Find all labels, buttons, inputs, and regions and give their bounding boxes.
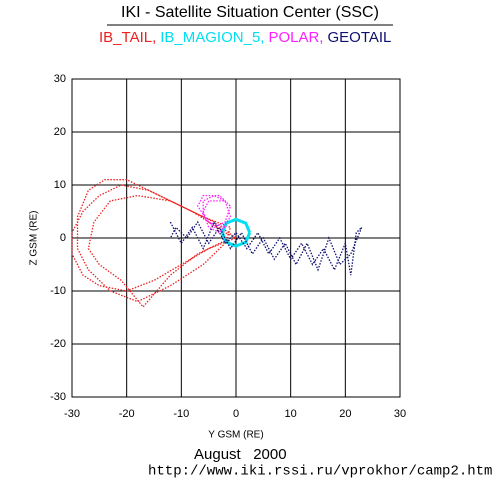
- y-tick-label: 20: [54, 126, 66, 138]
- legend-entry: GEOTAIL: [327, 29, 391, 46]
- y-tick-label: 10: [54, 179, 66, 191]
- y-tick-label: 0: [60, 232, 66, 244]
- legend-entry: IB_MAGION_5,: [160, 29, 264, 46]
- x-tick-label: -30: [64, 408, 80, 420]
- y-tick-label: -20: [50, 338, 66, 350]
- legend-entry: POLAR,: [268, 29, 323, 46]
- orbit-track: [71, 179, 238, 308]
- y-tick-label: -30: [50, 391, 66, 403]
- orbit-track: [196, 194, 232, 234]
- legend: IB_TAIL, IB_MAGION_5, POLAR, GEOTAIL: [99, 29, 391, 46]
- y-tick-label: 30: [54, 73, 66, 85]
- x-axis-label: Y GSM (RE): [208, 430, 263, 441]
- x-tick-label: 30: [394, 408, 406, 420]
- x-tick-label: 0: [233, 408, 239, 420]
- chart-title: IKI - Satellite Situation Center (SSC): [121, 4, 379, 21]
- x-tick-label: 10: [285, 408, 297, 420]
- x-tick-label: -20: [119, 408, 135, 420]
- y-tick-label: -10: [50, 285, 66, 297]
- url: http://www.iki.rssi.ru/vprokhor/camp2.ht…: [148, 464, 492, 480]
- orbit-track: [220, 217, 252, 248]
- legend-entry: IB_TAIL,: [99, 29, 156, 46]
- x-tick-label: 20: [339, 408, 351, 420]
- x-tick-label: -10: [173, 408, 189, 420]
- date: August 2000: [194, 446, 287, 463]
- y-axis-label: Z GSM (RE): [29, 211, 40, 266]
